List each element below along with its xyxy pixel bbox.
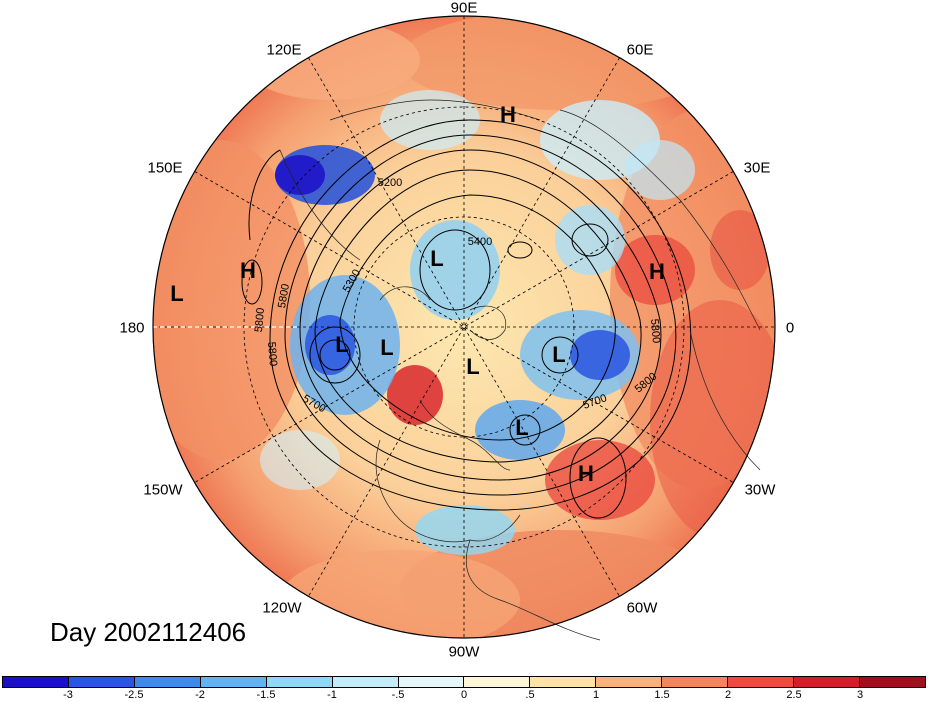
contour-label: 5400 (467, 236, 493, 248)
pressure-low-marker: L (335, 332, 349, 357)
colorbar-swatch (68, 677, 135, 687)
colorbar-tick-label: 3 (856, 689, 864, 701)
colorbar-tick-label: 0 (460, 689, 468, 701)
lon-label-120w: 120W (262, 599, 302, 617)
pressure-low-marker: L (515, 415, 529, 440)
colorbar-tick-label: -1 (327, 689, 337, 701)
colorbar-swatch (3, 677, 69, 687)
colorbar-tick-label: -1.5 (256, 689, 276, 701)
map-boundary (152, 15, 776, 639)
pressure-high-marker: H (500, 102, 516, 127)
colorbar-tick-label: -3 (63, 689, 73, 701)
colorbar-tick-label: -2 (195, 689, 205, 701)
lon-label-60w: 60W (626, 599, 658, 617)
contour-label: 5800 (252, 307, 268, 333)
colorbar-swatch (530, 677, 597, 687)
lon-label-30e: 30E (743, 159, 771, 177)
colorbar-swatch (464, 677, 531, 687)
colorbar-swatch (266, 677, 333, 687)
lon-label-180: 180 (119, 319, 145, 337)
height-contours (241, 119, 692, 519)
pressure-high-marker: H (578, 461, 594, 486)
lon-label-30w: 30W (744, 481, 776, 499)
colorbar-swatch (398, 677, 465, 687)
colorbar-swatch (134, 677, 201, 687)
pressure-low-marker: L (170, 281, 184, 306)
pressure-low-marker: L (552, 342, 566, 367)
lon-label-60e: 60E (626, 41, 654, 59)
contour-label: 5800 (264, 341, 280, 367)
coastlines (279, 99, 761, 641)
pressure-low-marker: L (380, 335, 394, 360)
pressure-high-marker: H (240, 258, 256, 283)
lon-label-0: 0 (785, 319, 795, 337)
colorbar (2, 676, 926, 688)
colorbar-tick-label: 2.5 (786, 689, 802, 701)
colorbar-tick-label: -2.5 (124, 689, 144, 701)
colorbar-swatch (596, 677, 663, 687)
day-label: Day 2002112406 (50, 617, 247, 647)
lon-label-120e: 120E (266, 41, 302, 59)
contour-label: 5800 (647, 318, 663, 344)
colorbar-tick-label: -.5 (391, 689, 405, 701)
colorbar-swatch (728, 677, 795, 687)
lon-label-90w: 90W (448, 643, 480, 661)
colorbar-swatch (794, 677, 860, 687)
colorbar-swatch (662, 677, 729, 687)
contour-label: 5200 (377, 177, 403, 189)
pressure-high-marker: H (649, 259, 665, 284)
colorbar-tick-label: 1 (592, 689, 600, 701)
colorbar-swatch (200, 677, 267, 687)
colorbar-swatch (859, 677, 925, 687)
pressure-low-marker: L (430, 246, 444, 271)
colorbar-tick-label: .5 (525, 689, 535, 701)
colorbar-tick-label: 1.5 (654, 689, 670, 701)
colorbar-tick-label: 2 (724, 689, 732, 701)
colorbar-swatch (332, 677, 399, 687)
pressure-low-marker: L (466, 354, 480, 379)
lon-label-150w: 150W (143, 481, 183, 499)
lon-label-150e: 150E (147, 159, 183, 177)
lon-label-90e: 90E (450, 0, 478, 17)
